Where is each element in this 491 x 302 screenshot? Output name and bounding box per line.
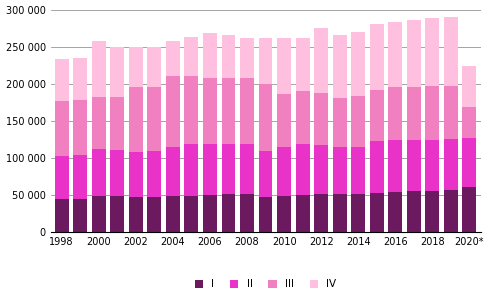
Bar [129,87,143,152]
Bar [351,96,365,147]
Bar [370,193,383,232]
Bar [388,87,402,140]
Bar [166,147,180,196]
Bar [129,47,143,87]
Bar [296,195,309,232]
Bar [110,150,124,196]
Bar [425,86,439,140]
Bar [259,197,273,232]
Bar [314,145,328,194]
Bar [463,107,476,138]
Bar [388,22,402,87]
Bar [166,196,180,232]
Bar [129,197,143,232]
Bar [221,144,235,194]
Bar [147,87,161,151]
Bar [333,35,347,98]
Bar [55,156,69,199]
Bar [147,47,161,87]
Bar [185,196,198,232]
Bar [147,151,161,197]
Bar [277,94,291,147]
Bar [259,84,273,151]
Bar [407,87,421,140]
Bar [240,144,254,194]
Bar [110,47,124,97]
Bar [147,197,161,232]
Bar [351,194,365,232]
Bar [351,32,365,96]
Bar [110,196,124,232]
Bar [351,147,365,194]
Bar [166,76,180,147]
Bar [73,199,87,232]
Bar [425,191,439,232]
Bar [444,139,458,190]
Bar [407,140,421,191]
Bar [425,140,439,191]
Bar [221,194,235,232]
Bar [296,38,309,91]
Bar [221,79,235,144]
Bar [55,101,69,156]
Bar [92,41,106,97]
Bar [73,155,87,199]
Bar [185,37,198,76]
Bar [259,38,273,84]
Bar [444,86,458,139]
Bar [407,191,421,232]
Bar [203,195,217,232]
Bar [277,196,291,232]
Bar [463,66,476,107]
Bar [296,91,309,144]
Bar [444,190,458,232]
Bar [296,144,309,195]
Bar [444,17,458,86]
Bar [333,98,347,147]
Bar [73,58,87,100]
Bar [333,194,347,232]
Bar [203,33,217,78]
Bar [463,138,476,188]
Bar [333,147,347,194]
Bar [259,151,273,197]
Bar [463,188,476,232]
Bar [55,59,69,101]
Bar [166,41,180,76]
Bar [129,152,143,197]
Bar [185,76,198,144]
Bar [55,199,69,232]
Bar [185,144,198,196]
Bar [407,20,421,87]
Bar [240,194,254,232]
Bar [388,192,402,232]
Bar [203,78,217,144]
Bar [110,97,124,150]
Bar [73,100,87,155]
Bar [370,24,383,90]
Bar [92,97,106,149]
Bar [314,194,328,232]
Bar [277,147,291,196]
Bar [314,93,328,145]
Bar [240,79,254,144]
Bar [370,141,383,193]
Bar [388,140,402,192]
Bar [92,149,106,196]
Bar [425,18,439,86]
Bar [277,38,291,94]
Bar [92,196,106,232]
Bar [240,38,254,79]
Bar [314,28,328,93]
Bar [370,90,383,141]
Bar [203,144,217,195]
Bar [221,36,235,79]
Legend: I, II, III, IV: I, II, III, IV [191,275,341,293]
